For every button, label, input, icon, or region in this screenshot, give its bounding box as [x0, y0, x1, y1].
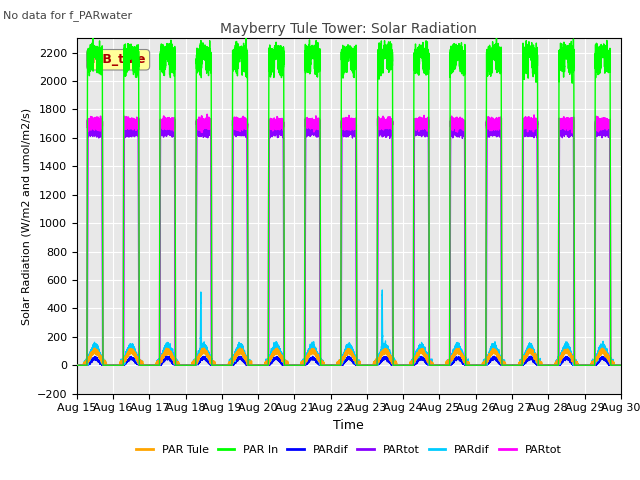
X-axis label: Time: Time	[333, 419, 364, 432]
Y-axis label: Solar Radiation (W/m2 and umol/m2/s): Solar Radiation (W/m2 and umol/m2/s)	[21, 108, 31, 324]
Text: No data for f_PARwater: No data for f_PARwater	[3, 10, 132, 21]
Text: MB_tule: MB_tule	[90, 53, 146, 66]
Legend: PAR Tule, PAR In, PARdif, PARtot, PARdif, PARtot: PAR Tule, PAR In, PARdif, PARtot, PARdif…	[132, 440, 566, 459]
Title: Mayberry Tule Tower: Solar Radiation: Mayberry Tule Tower: Solar Radiation	[220, 22, 477, 36]
